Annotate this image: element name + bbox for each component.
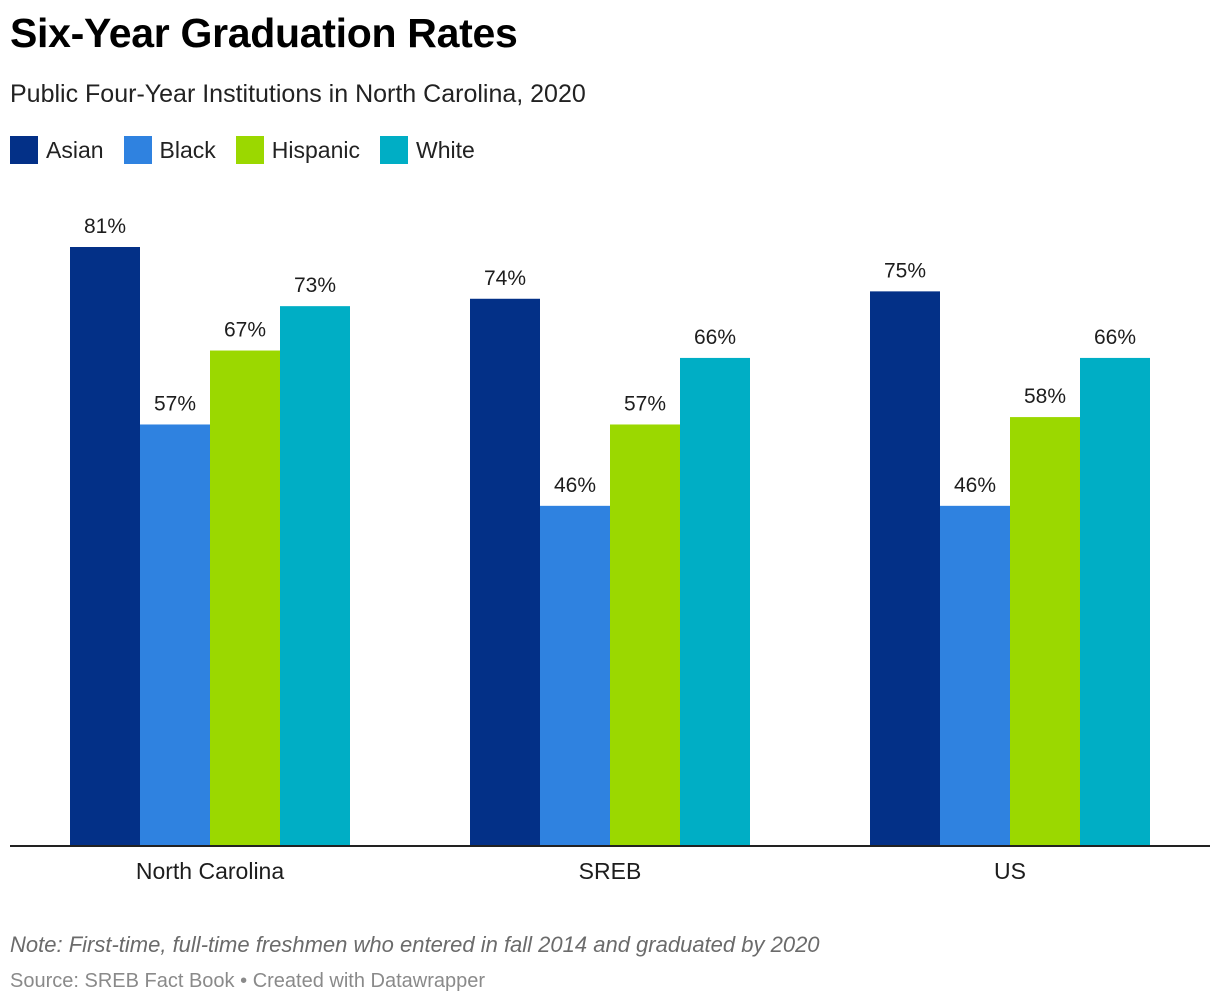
legend-item-white: White — [380, 136, 475, 164]
bar-north-carolina-white — [280, 306, 350, 846]
chart-subtitle: Public Four-Year Institutions in North C… — [10, 80, 586, 108]
bar-north-carolina-asian — [70, 247, 140, 846]
data-label-north-carolina-asian: 81% — [84, 215, 126, 238]
legend-label-hispanic: Hispanic — [271, 136, 361, 163]
data-label-us-asian: 75% — [884, 259, 926, 282]
bar-us-hispanic — [1010, 417, 1080, 846]
legend-item-hispanic: Hispanic — [235, 136, 361, 164]
bar-sreb-asian — [470, 298, 540, 846]
legend: Asian Black Hispanic White — [10, 136, 495, 164]
source-text: Source: SREB Fact Book — [10, 970, 235, 992]
data-label-us-black: 46% — [954, 474, 996, 497]
data-label-sreb-white: 66% — [694, 326, 736, 349]
bar-us-white — [1080, 357, 1150, 846]
data-label-us-white: 66% — [1094, 326, 1136, 349]
x-tick-label-north-carolina: North Carolina — [136, 858, 284, 884]
legend-swatch-white — [380, 136, 409, 164]
data-label-north-carolina-white: 73% — [294, 274, 336, 297]
bar-north-carolina-hispanic — [210, 350, 280, 846]
legend-swatch-asian — [10, 136, 38, 164]
chart-source: Source: SREB Fact Book • Created with Da… — [10, 970, 485, 993]
bar-us-black — [940, 505, 1010, 846]
x-tick-label-sreb: SREB — [579, 858, 642, 884]
bar-us-asian — [870, 291, 940, 846]
chart-note: Note: First-time, full-time freshmen who… — [10, 932, 820, 957]
data-label-north-carolina-black: 57% — [154, 392, 196, 415]
chart-title: Six-Year Graduation Rates — [10, 10, 518, 56]
legend-swatch-hispanic — [235, 136, 264, 164]
legend-item-asian: Asian — [10, 136, 104, 164]
data-label-us-hispanic: 58% — [1024, 385, 1066, 408]
legend-label-white: White — [416, 136, 475, 163]
credit-text: Created with Datawrapper — [252, 970, 486, 992]
source-separator: • — [240, 970, 248, 992]
legend-item-black: Black — [123, 136, 216, 164]
data-label-north-carolina-hispanic: 67% — [224, 319, 266, 342]
legend-swatch-black — [123, 136, 152, 164]
legend-label-asian: Asian — [46, 136, 104, 163]
bar-north-carolina-black — [140, 424, 210, 846]
data-label-sreb-black: 46% — [554, 474, 596, 497]
bar-sreb-white — [680, 357, 750, 846]
data-label-sreb-asian: 74% — [484, 267, 526, 290]
bar-sreb-hispanic — [610, 424, 680, 846]
data-label-sreb-hispanic: 57% — [624, 392, 666, 415]
legend-label-black: Black — [159, 136, 216, 163]
bar-sreb-black — [540, 505, 610, 846]
x-tick-label-us: US — [994, 858, 1026, 884]
